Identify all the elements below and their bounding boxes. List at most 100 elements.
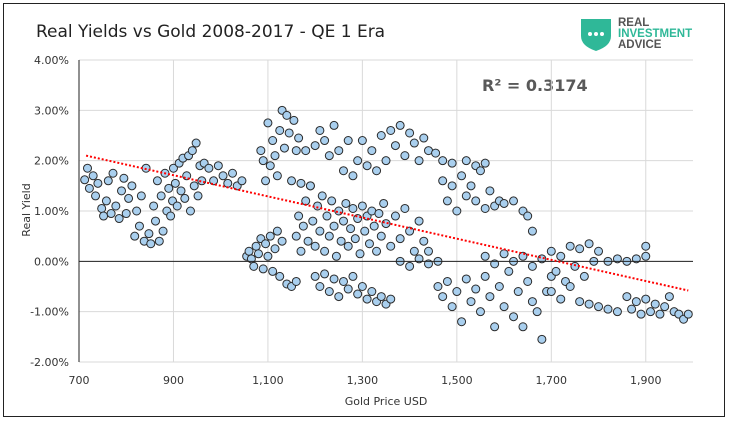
data-point	[249, 261, 259, 271]
data-point	[136, 191, 146, 201]
data-point	[641, 251, 651, 261]
data-point	[537, 334, 547, 344]
data-point	[419, 236, 429, 246]
data-point	[405, 261, 415, 271]
data-point	[532, 307, 542, 317]
data-point	[636, 309, 646, 319]
data-point	[475, 166, 485, 176]
data-point	[442, 276, 452, 286]
data-point	[603, 304, 613, 314]
data-point	[258, 264, 268, 274]
data-point	[253, 249, 263, 259]
data-point	[452, 287, 462, 297]
data-point	[386, 125, 396, 135]
data-point	[119, 173, 129, 183]
data-point	[362, 294, 372, 304]
data-point	[509, 312, 519, 322]
data-point	[509, 196, 519, 206]
data-point	[132, 206, 142, 216]
data-point	[315, 125, 325, 135]
data-point	[367, 146, 377, 156]
data-point	[130, 231, 140, 241]
data-point	[151, 216, 161, 226]
data-point	[414, 216, 424, 226]
data-point	[645, 307, 655, 317]
data-point	[265, 161, 275, 171]
data-point	[655, 309, 665, 319]
data-point	[461, 274, 471, 284]
data-point	[80, 175, 90, 185]
data-point	[268, 266, 278, 276]
data-point	[258, 156, 268, 166]
data-point	[442, 196, 452, 206]
chart-title: Real Yields vs Gold 2008-2017 - QE 1 Era	[36, 22, 386, 42]
data-point	[372, 246, 382, 256]
data-point	[357, 136, 367, 146]
data-point	[101, 196, 111, 206]
data-point	[114, 214, 124, 224]
data-point	[180, 193, 190, 203]
data-point	[261, 176, 271, 186]
data-point	[386, 294, 396, 304]
data-point	[322, 211, 332, 221]
data-point	[289, 115, 299, 125]
data-point	[268, 136, 278, 146]
data-point	[683, 309, 693, 319]
data-point	[527, 297, 537, 307]
data-point	[346, 224, 356, 234]
data-point	[622, 292, 632, 302]
data-point	[270, 151, 280, 161]
data-point	[485, 292, 495, 302]
data-point	[660, 302, 670, 312]
data-point	[395, 120, 405, 130]
data-point	[376, 231, 386, 241]
data-point	[594, 302, 604, 312]
data-point	[471, 284, 481, 294]
data-point	[213, 161, 223, 171]
data-point	[584, 239, 594, 249]
data-point	[149, 201, 159, 211]
data-point	[303, 236, 313, 246]
data-point	[275, 125, 285, 135]
data-point	[376, 131, 386, 140]
data-point	[565, 282, 575, 291]
data-point	[518, 322, 528, 332]
data-point	[124, 193, 134, 203]
data-point	[504, 266, 514, 276]
y-tick-label: 1.00%	[34, 205, 69, 218]
data-point	[480, 251, 490, 261]
data-point	[176, 186, 186, 196]
data-point	[189, 181, 199, 191]
data-point	[341, 198, 351, 208]
data-point	[480, 158, 490, 168]
data-point	[294, 211, 304, 221]
x-tick-label: 900	[163, 374, 184, 387]
y-tick-label: -1.00%	[30, 306, 69, 319]
data-point	[471, 196, 481, 206]
data-point	[438, 156, 448, 166]
data-point	[261, 239, 271, 249]
data-point	[244, 246, 254, 256]
data-point	[527, 261, 537, 271]
data-point	[343, 284, 353, 294]
data-point	[405, 128, 415, 138]
real-investment-advice-logo: REAL INVESTMENT ADVICE	[578, 16, 728, 52]
data-point	[414, 254, 424, 264]
data-point	[485, 186, 495, 196]
data-point	[277, 236, 287, 246]
data-point	[348, 203, 358, 213]
data-point	[357, 201, 367, 211]
data-point	[457, 171, 467, 181]
data-point	[106, 209, 116, 219]
data-point	[334, 206, 344, 216]
data-point	[272, 226, 282, 236]
data-point	[338, 166, 348, 176]
data-point	[144, 229, 154, 239]
data-point	[329, 221, 339, 231]
data-point	[301, 196, 311, 206]
data-point	[376, 292, 386, 302]
data-point	[204, 163, 214, 173]
data-point	[218, 171, 228, 181]
data-point	[117, 186, 127, 196]
x-tick-label: 1,100	[252, 374, 284, 387]
